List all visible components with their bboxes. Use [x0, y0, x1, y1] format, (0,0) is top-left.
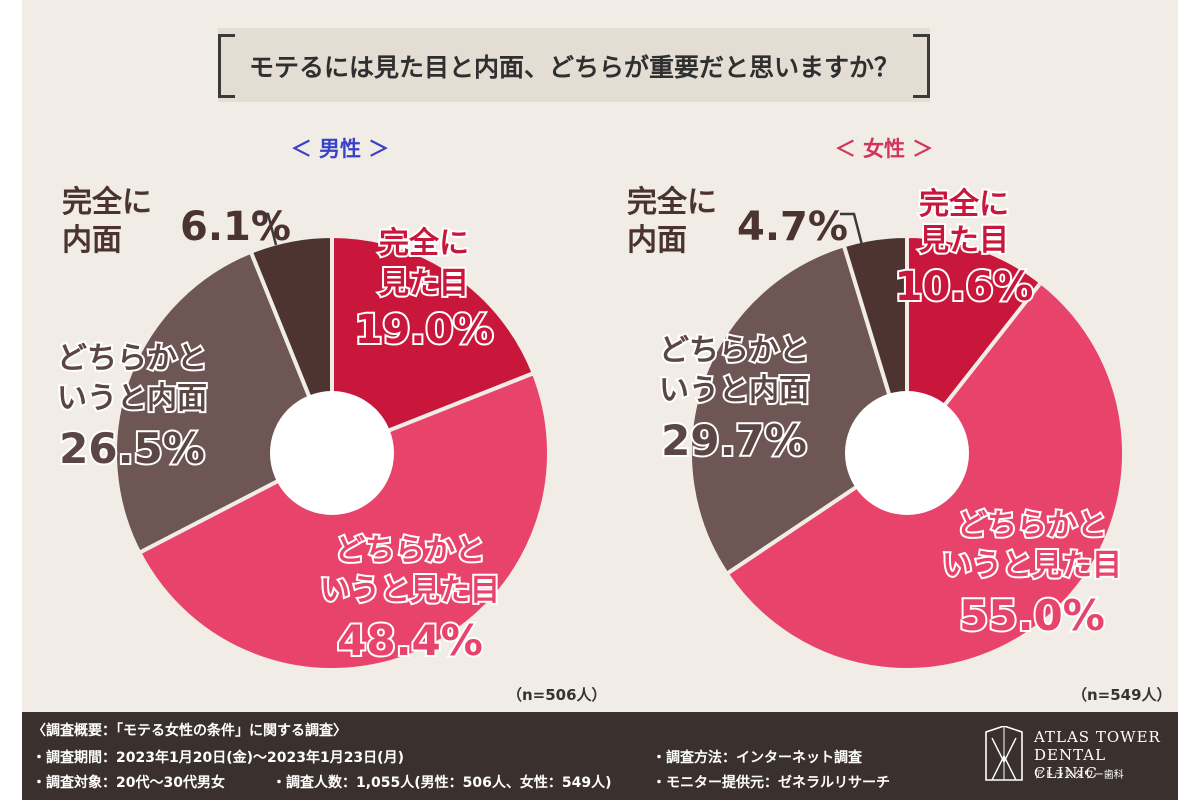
male-value-complete-inner: 6.1% [180, 204, 291, 250]
female-label-complete-inner-line2: 内面 [627, 223, 687, 258]
female-label-rather-looks-line1: どちらかと [957, 508, 1107, 543]
female-chart-title: ＜ 女性 ＞ [834, 137, 934, 161]
logo-line-2: DENTAL CLINIC [1034, 746, 1107, 782]
male-sample-size: （n=506人） [507, 686, 607, 704]
male-value-complete-looks: 19.0% [355, 307, 494, 353]
female-value-rather-looks: 55.0% [959, 591, 1105, 640]
female-label-complete-inner-line1: 完全に [627, 185, 717, 220]
female-label-rather-inner-line2: いうと内面 [659, 373, 809, 408]
clinic-logo-mark [985, 726, 1023, 781]
male-label-complete-inner-line1: 完全に [62, 185, 152, 220]
logo-line-1: ATLAS TOWER [1034, 728, 1161, 746]
female-label-rather-looks-line2: いうと見た目 [942, 548, 1122, 583]
title-box: モテるには見た目と内面、どちらが重要だと思いますか？ [218, 28, 930, 102]
female-value-complete-looks: 10.6% [895, 264, 1034, 310]
male-label-complete-inner-line2: 内面 [62, 223, 122, 258]
female-value-rather-inner: 29.7% [661, 416, 807, 465]
survey-period: ・調査期間：2023年1月20日(金)～2023年1月23日(月) [32, 750, 404, 766]
male-value-rather-looks: 48.4% [337, 616, 483, 665]
survey-overview: 〈調査概要：「モテる女性の条件」に関する調査〉 [32, 723, 347, 739]
female-slice-rather-inner [688, 243, 909, 576]
female-sample-size: （n=549人） [1072, 686, 1172, 704]
male-chart-title: ＜ 男性 ＞ [290, 137, 390, 161]
female-value-complete-inner: 4.7% [737, 204, 848, 250]
female-leader-line [840, 212, 864, 246]
survey-provider: ・モニター提供元：ゼネラルリサーチ [652, 775, 890, 791]
female-label-rather-inner-line1: どちらかと [659, 333, 809, 368]
male-label-rather-looks-line1: どちらかと [335, 533, 485, 568]
logo-line-3: アトラスタワー歯科 [1034, 770, 1124, 781]
female-slice-complete-looks [905, 234, 1044, 455]
survey-count: ・調査人数：1,055人(男性：506人、女性：549人) [272, 775, 612, 791]
female-donut-hole [845, 391, 969, 515]
title-bracket-right [913, 34, 930, 98]
male-value-rather-inner: 26.5% [59, 424, 205, 473]
page-title: モテるには見た目と内面、どちらが重要だと思いますか？ [248, 53, 899, 82]
survey-target: ・調査対象：20代～30代男女 [32, 775, 225, 791]
male-slice-complete-looks [330, 234, 536, 455]
male-label-complete-looks-line1: 完全に [379, 226, 469, 261]
clinic-logo: ATLAS TOWER DENTAL CLINIC アトラスタワー歯科 [984, 724, 1174, 788]
female-label-complete-looks-line1: 完全に [919, 187, 1009, 222]
male-label-complete-looks-line2: 見た目 [379, 266, 469, 301]
male-donut-hole [270, 391, 394, 515]
male-label-rather-looks-line2: いうと見た目 [320, 573, 500, 608]
title-bracket-left [218, 34, 235, 98]
infographic-card: モテるには見た目と内面、どちらが重要だと思いますか？ ＜ 男性 ＞ ＜ 女性 ＞… [22, 0, 1178, 800]
survey-footer: 〈調査概要：「モテる女性の条件」に関する調査〉 ・調査期間：2023年1月20日… [22, 712, 1178, 800]
male-label-rather-inner-line2: いうと内面 [57, 381, 207, 416]
male-label-rather-inner-line1: どちらかと [57, 341, 207, 376]
pie-charts: 完全に見た目19.0%どちらかというと見た目48.4%どちらかというと内面26.… [55, 185, 1126, 672]
male-slice-rather-looks [137, 371, 551, 672]
male-leader-line [254, 212, 278, 246]
survey-method: ・調査方法：インターネット調査 [652, 750, 862, 766]
female-label-complete-looks-line2: 見た目 [919, 223, 1009, 258]
